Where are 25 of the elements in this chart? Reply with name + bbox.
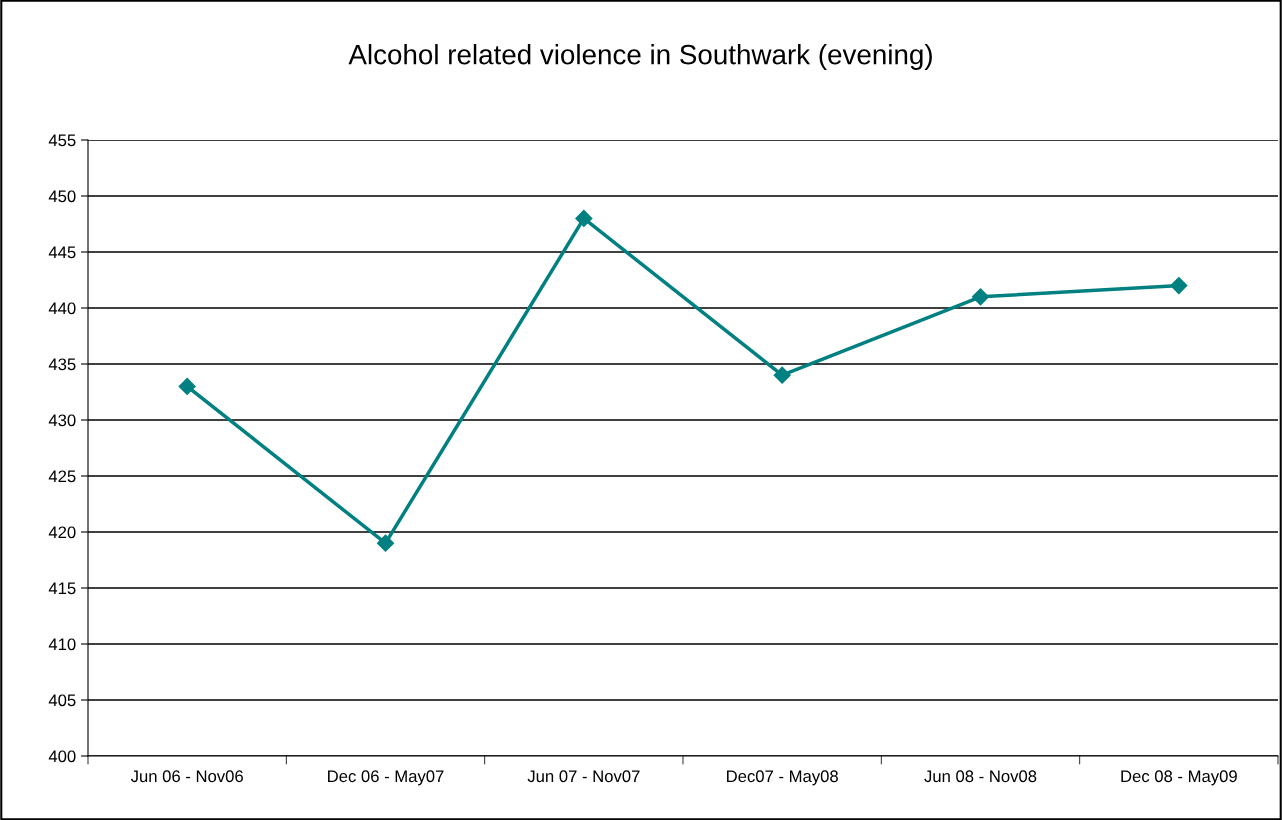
point: [1170, 277, 1188, 295]
y-tick-label: 435: [48, 358, 76, 371]
point: [971, 288, 990, 306]
y-tick-label: 430: [48, 414, 76, 427]
x-tick-label: Dec07 - May08: [727, 770, 838, 786]
x-tick-label: Dec 06 - May07: [328, 770, 444, 786]
x-tick-label: Jun 06 - Nov06: [130, 770, 243, 783]
x-tick-label: Jun 08 - Nov08: [924, 770, 1037, 783]
y-tick-label: 455: [48, 134, 76, 147]
y-tick-label: 440: [48, 302, 76, 315]
point: [575, 209, 593, 227]
x-tick-label: Jun 07 - Nov07: [527, 770, 640, 783]
point: [178, 377, 196, 395]
y-tick-label: 450: [48, 190, 76, 203]
chart-title: Alcohol related violence in Southwark (evening): [348, 44, 932, 70]
y-tick-label: 405: [48, 694, 76, 707]
y-tick-label: 425: [48, 470, 76, 483]
x-tick-label: Dec 08 - May09: [1121, 770, 1237, 786]
point: [376, 534, 395, 552]
y-tick-label: 400: [48, 750, 76, 763]
y-tick-label: 410: [48, 638, 76, 651]
point: [773, 366, 791, 384]
y-tick-label: 420: [48, 526, 76, 539]
y-tick-label: 415: [48, 582, 76, 595]
y-tick-label: 445: [48, 246, 76, 259]
